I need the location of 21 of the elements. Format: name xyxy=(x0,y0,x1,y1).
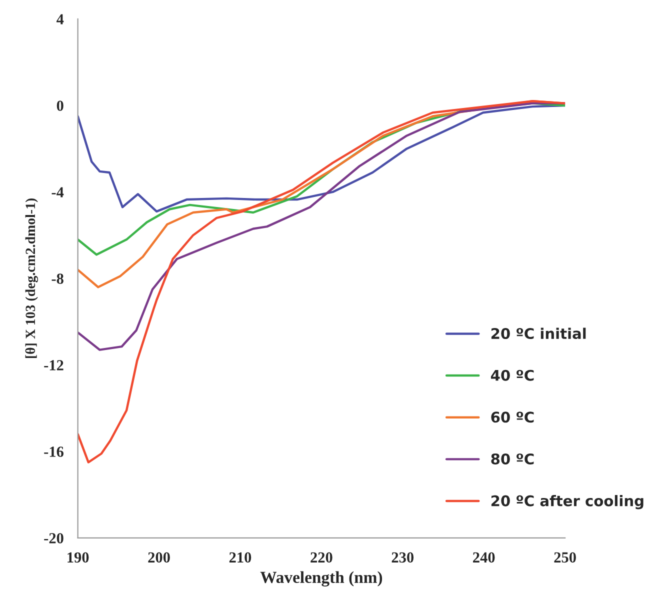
x-tick-label: 250 xyxy=(554,552,576,563)
legend-label: 60 ºC xyxy=(491,412,534,423)
x-tick-label: 190 xyxy=(68,552,89,563)
y-tick-label: -12 xyxy=(44,360,64,370)
x-tick-label: 210 xyxy=(229,552,252,563)
x-tick-label: 220 xyxy=(310,552,332,563)
legend-label: 80 ºC xyxy=(491,453,534,464)
y-tick-label: 0 xyxy=(56,100,64,111)
y-tick-label: 4 xyxy=(56,14,64,24)
y-tick-label: -20 xyxy=(44,533,64,544)
y-tick-label: -16 xyxy=(44,446,64,457)
legend-label: 40 ºC xyxy=(490,370,534,381)
y-axis-title: [θ] X 103 (deg.cm2.dmol-1) xyxy=(25,198,38,358)
x-tick-label: 230 xyxy=(392,552,414,563)
x-tick-label: 200 xyxy=(148,552,170,563)
x-axis-title: Wavelength (nm) xyxy=(260,571,382,586)
y-tick-label: -8 xyxy=(52,274,64,284)
y-tick-label: -4 xyxy=(52,187,64,198)
legend-label: 20 ºC after cooling xyxy=(491,495,644,510)
x-tick-label: 240 xyxy=(473,552,495,563)
legend-label: 20 ºC initial xyxy=(491,328,586,340)
